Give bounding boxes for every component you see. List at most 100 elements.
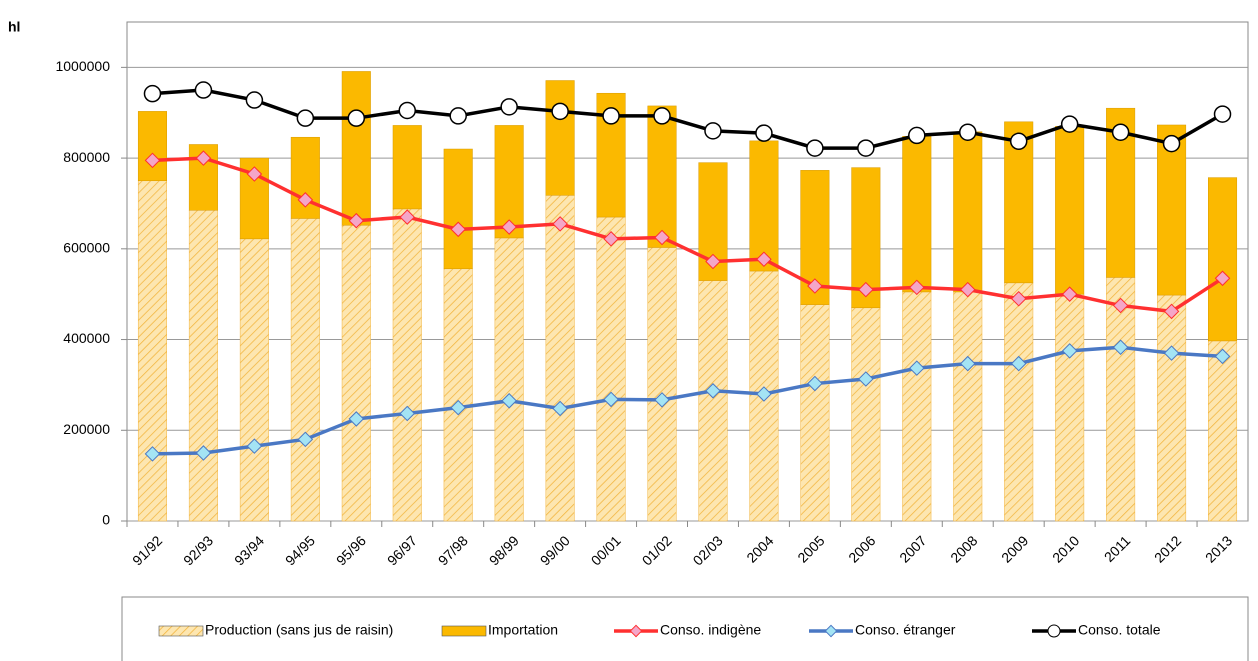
y-tick-label: 800000	[63, 149, 110, 165]
x-tick-label: 2004	[743, 532, 776, 565]
marker	[195, 150, 212, 166]
y-tick-label: 0	[102, 512, 110, 528]
bar	[596, 216, 626, 522]
marker	[806, 139, 824, 157]
marker	[245, 91, 264, 109]
marker	[858, 371, 874, 387]
marker	[807, 375, 823, 392]
x-tick-label: 2013	[1202, 532, 1235, 565]
y-tick-label: 200000	[63, 421, 110, 437]
marker	[704, 122, 722, 140]
x-tick-label: 92/93	[180, 532, 216, 568]
x-tick-label: 00/01	[588, 532, 624, 568]
marker	[959, 281, 976, 298]
marker	[908, 126, 926, 145]
x-tick-label: 01/02	[639, 532, 675, 568]
marker	[348, 212, 365, 229]
bar	[443, 268, 473, 522]
marker	[348, 411, 365, 427]
x-tick-label: 97/98	[435, 532, 471, 568]
marker	[603, 391, 619, 408]
legend-label: Production (sans jus de raisin)	[205, 622, 393, 638]
marker	[399, 405, 416, 422]
y-tick-label: 600000	[63, 240, 110, 256]
legend-label: Conso. totale	[1078, 622, 1161, 638]
bar	[902, 136, 932, 293]
marker	[959, 355, 976, 372]
marker	[1061, 343, 1078, 359]
marker	[705, 253, 721, 270]
bar	[1055, 126, 1085, 295]
marker	[1009, 132, 1028, 151]
marker	[296, 109, 315, 127]
bar	[698, 280, 728, 522]
bar	[1157, 294, 1187, 522]
marker	[194, 81, 213, 99]
x-tick-label: 91/92	[129, 532, 165, 568]
marker	[500, 98, 518, 116]
bar	[749, 140, 779, 272]
marker	[1112, 339, 1129, 356]
legend-marker	[824, 624, 838, 638]
bar	[239, 238, 269, 522]
marker	[603, 231, 619, 247]
marker	[1214, 270, 1231, 287]
marker	[501, 219, 517, 235]
bar	[647, 247, 677, 522]
x-tick-label: 99/00	[537, 532, 573, 568]
marker	[1163, 345, 1180, 361]
bar	[392, 208, 422, 522]
marker	[654, 392, 670, 408]
marker	[959, 123, 977, 141]
marker	[195, 445, 212, 461]
x-tick-label: 98/99	[486, 532, 522, 568]
bar	[800, 304, 830, 522]
legend-label: Conso. étranger	[855, 622, 956, 638]
x-tick-label: 2007	[896, 532, 929, 565]
marker	[144, 446, 161, 462]
marker	[858, 281, 874, 298]
legend-swatch	[441, 625, 487, 637]
marker	[1112, 297, 1129, 314]
marker	[347, 109, 366, 127]
x-tick-label: 2010	[1049, 532, 1082, 565]
bar	[341, 224, 371, 522]
marker	[552, 400, 568, 417]
bar	[188, 210, 218, 522]
bar	[1208, 177, 1238, 342]
legend-marker	[629, 624, 643, 638]
bar	[137, 180, 167, 522]
marker	[756, 386, 772, 402]
marker	[551, 102, 569, 121]
x-tick-label: 02/03	[690, 532, 726, 568]
bar	[392, 125, 422, 210]
bar	[953, 131, 983, 293]
legend-marker	[1047, 624, 1061, 638]
marker	[857, 139, 875, 157]
y-axis-label: hl	[8, 19, 20, 35]
marker	[756, 251, 772, 268]
marker	[1010, 355, 1027, 372]
marker	[705, 383, 721, 399]
marker	[552, 216, 568, 232]
x-tick-label: 2009	[998, 532, 1031, 565]
bar	[137, 111, 167, 182]
marker	[1214, 348, 1231, 365]
bar	[1208, 340, 1238, 522]
marker	[807, 278, 823, 294]
marker	[144, 152, 161, 169]
bar	[1004, 282, 1034, 522]
x-tick-label: 2008	[947, 532, 980, 565]
bar	[443, 148, 473, 270]
bar	[902, 291, 932, 522]
x-tick-label: 2005	[794, 532, 827, 565]
marker	[450, 399, 466, 416]
bar	[494, 125, 524, 239]
x-tick-label: 2006	[845, 532, 878, 565]
bar	[545, 195, 575, 522]
marker	[1060, 115, 1079, 133]
marker	[1061, 286, 1078, 302]
bar	[1055, 293, 1085, 522]
bar	[953, 291, 983, 522]
marker	[909, 279, 925, 296]
